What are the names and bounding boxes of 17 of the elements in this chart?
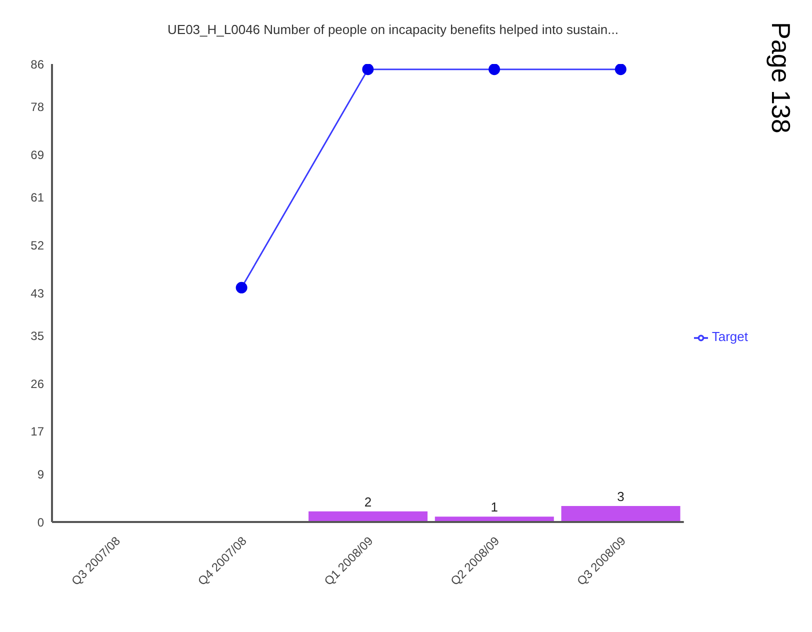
y-tick-label: 35 (30, 328, 44, 343)
chart-title: UE03_H_L0046 Number of people on incapacity benefits helped into sustain... (166, 22, 620, 37)
data-label: 1 (490, 500, 498, 515)
y-tick-label: 26 (30, 376, 44, 391)
text: Page 138 (765, 22, 796, 134)
y-tick-label: 78 (30, 100, 44, 114)
y-tick-label: 0 (37, 515, 44, 530)
y-tick-label: 61 (30, 190, 44, 204)
y-tick-label: 43 (30, 286, 44, 300)
y-tick-label: 9 (37, 467, 44, 482)
data-label: 3 (617, 489, 624, 504)
y-tick-label: 17 (30, 424, 44, 439)
legend-label: Target (712, 329, 748, 344)
y-tick-label: 86 (30, 57, 44, 72)
y-tick-label: 69 (30, 148, 44, 162)
data-label: 2 (364, 494, 372, 510)
y-tick-label: 52 (30, 238, 44, 252)
